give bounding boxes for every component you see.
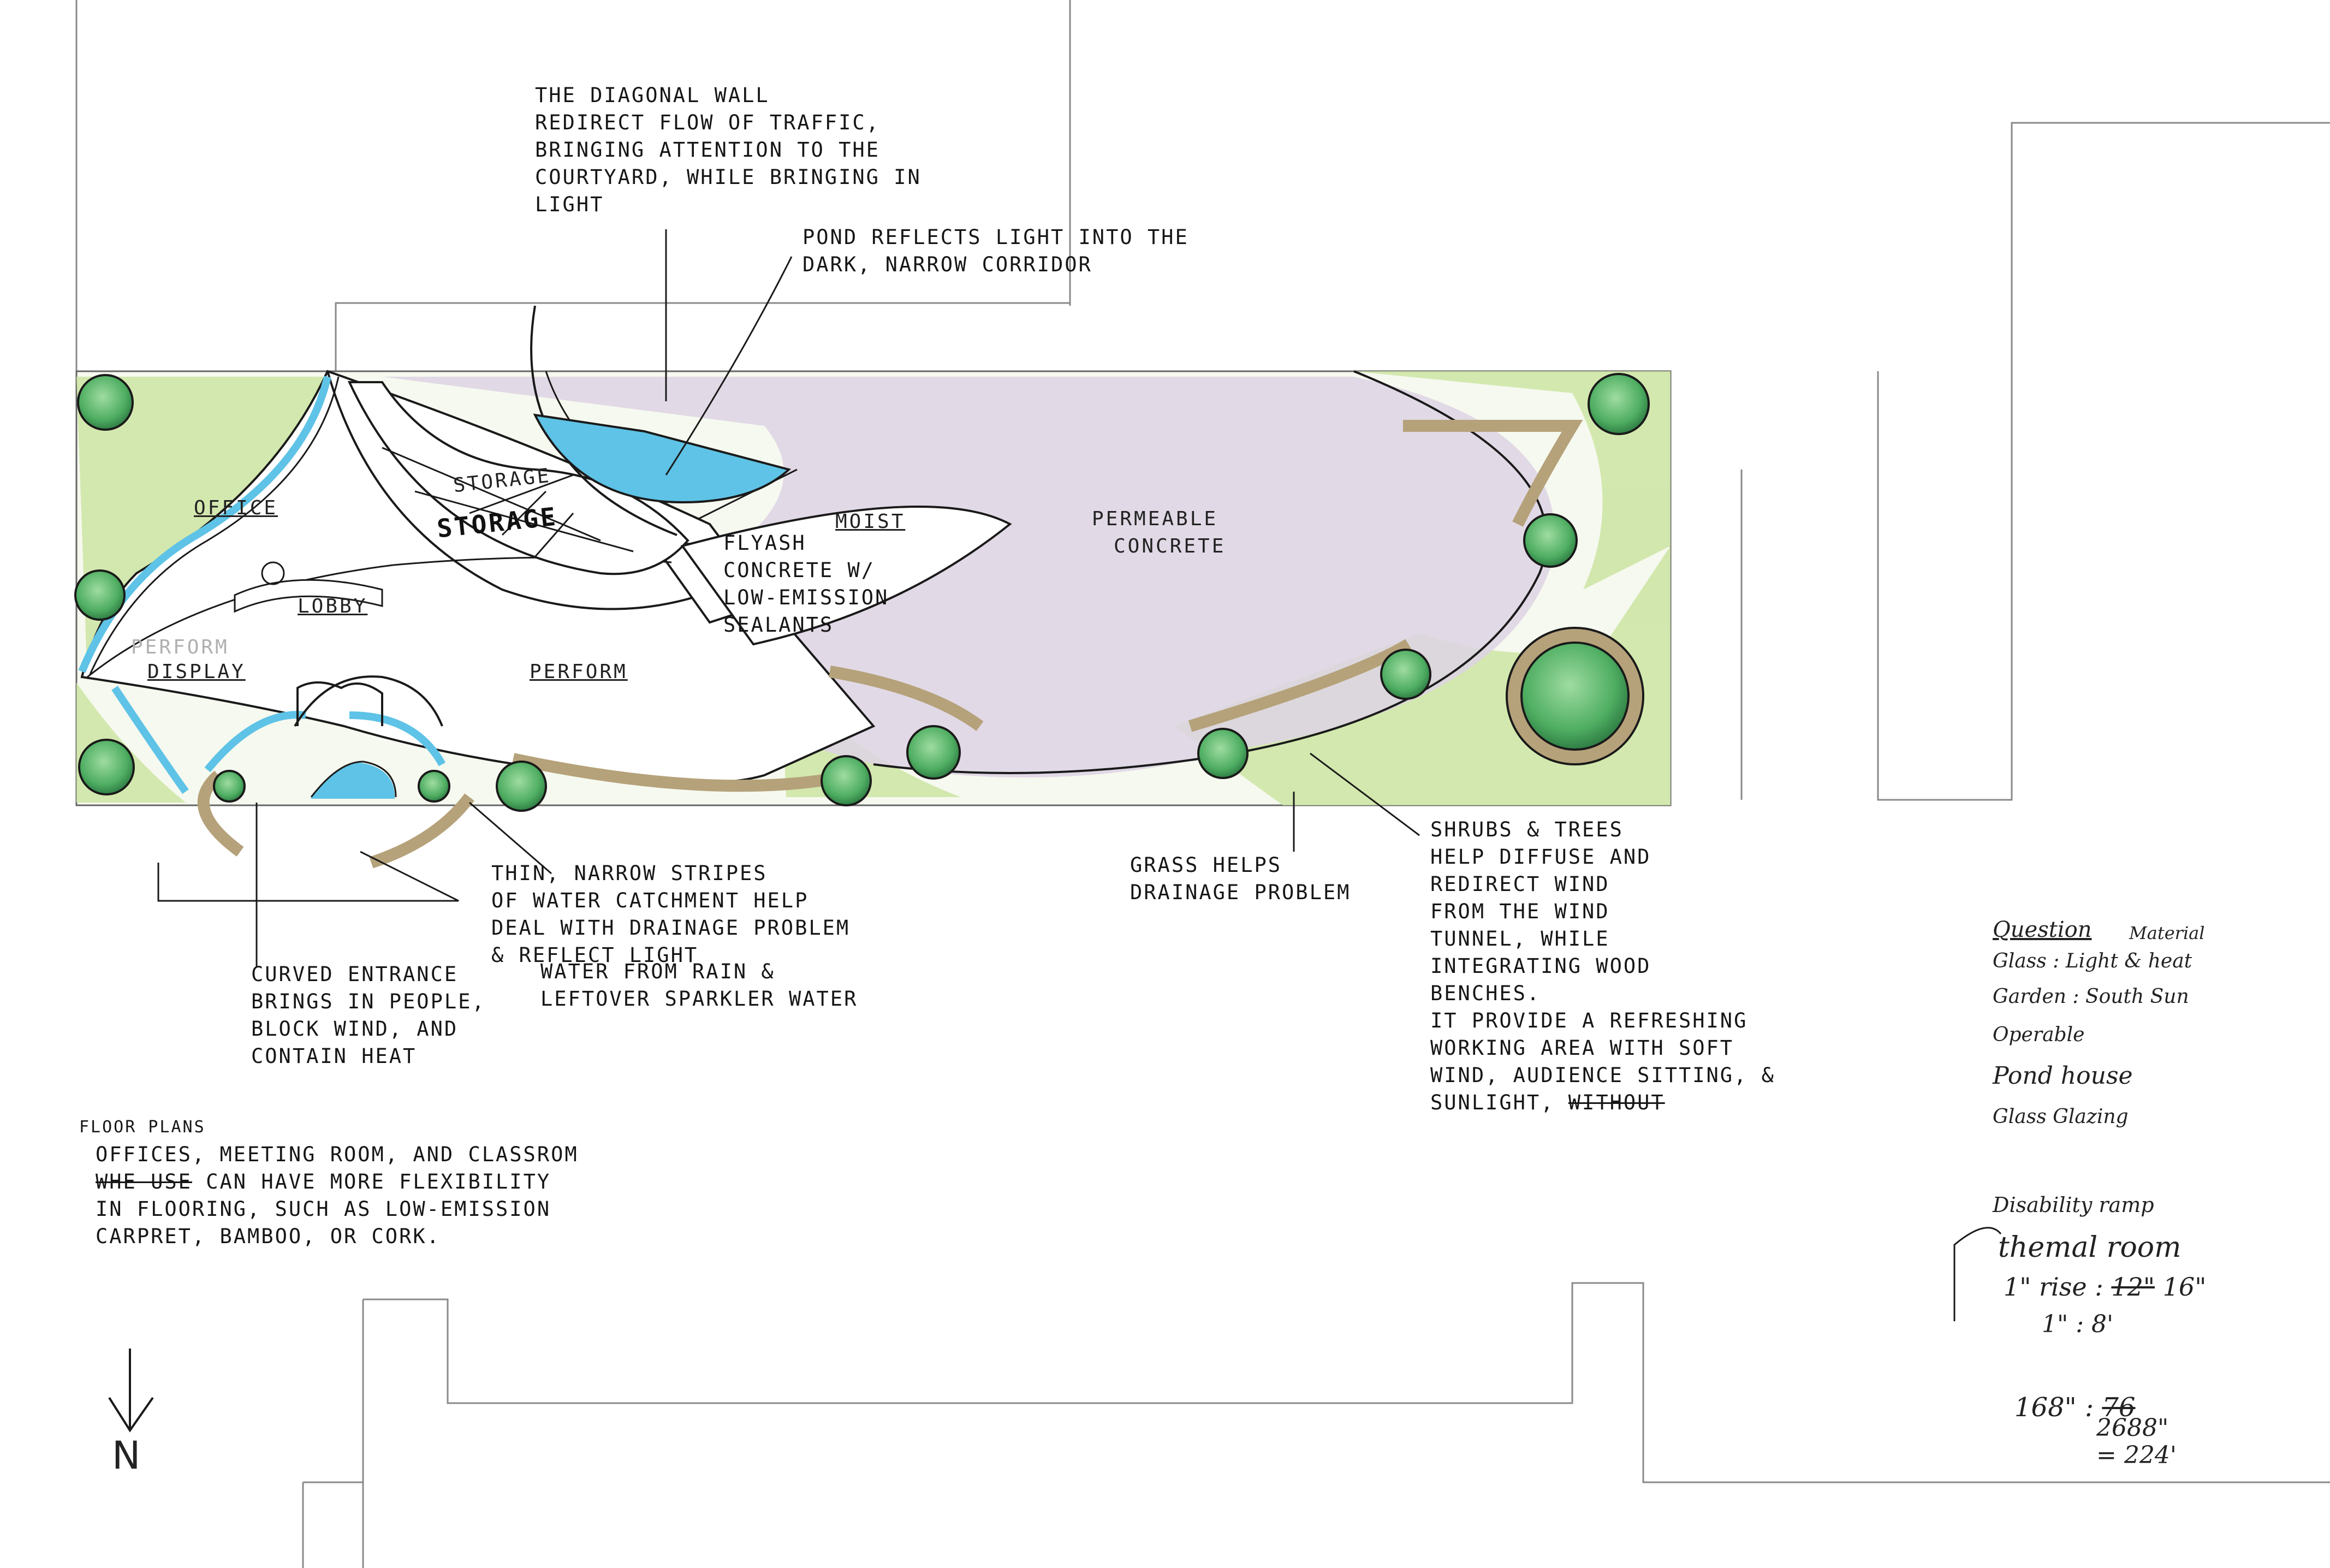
- flyash-wedge: [680, 506, 1012, 646]
- side-glass: Glass : Light & heat: [1993, 950, 2192, 972]
- side-thermal: themal room: [1998, 1231, 2182, 1264]
- side-rise-b: 1" : 8': [2042, 1310, 2114, 1338]
- entrance-arch: [294, 675, 443, 727]
- side-pond-house: Pond house: [1993, 1062, 2133, 1090]
- label-display: DISPLAY: [147, 661, 246, 683]
- tree: [78, 739, 135, 795]
- tree: [418, 770, 450, 803]
- side-question: Question: [1993, 917, 2092, 942]
- water-catchment-outlines: [89, 376, 397, 798]
- tree: [1523, 513, 1578, 568]
- note-curved-entrance: CURVED ENTRANCE BRINGS IN PEOPLE, BLOCK …: [251, 963, 486, 1068]
- label-perform-faint: PERFORM: [131, 636, 229, 658]
- note-stripes: THIN, NARROW STRIPES OF WATER CATCHMENT …: [491, 862, 851, 967]
- tree: [906, 725, 961, 780]
- courtyard-pond: [533, 413, 792, 504]
- north-arrow: [108, 1349, 154, 1433]
- north-letter: N: [112, 1433, 141, 1478]
- note-grass: GRASS HELPS DRAINAGE PROBLEM: [1130, 853, 1351, 904]
- label-permeable-1: PERMEABLE: [1092, 508, 1219, 530]
- label-office: OFFICE: [194, 497, 278, 519]
- tree: [1197, 728, 1249, 779]
- storage-core: [347, 381, 690, 575]
- label-moist: MOIST: [835, 510, 906, 533]
- label-lobby: LOBBY: [298, 595, 368, 617]
- side-calc-c: = 224': [2096, 1441, 2177, 1469]
- label-permeable-2: CONCRETE: [1114, 535, 1226, 557]
- feature-tree: [1520, 642, 1630, 751]
- trees: [74, 373, 1650, 812]
- note-floor-plans-title: FLOOR PLANS: [79, 1118, 206, 1137]
- side-glass-glazing: Glass Glazing: [1993, 1106, 2129, 1128]
- side-rise-a: 1" rise : 12" 16": [2004, 1272, 2207, 1302]
- pavement-areas: [382, 377, 1555, 777]
- tree: [1588, 373, 1650, 435]
- side-calc-a: 168" : 76: [2014, 1392, 2136, 1423]
- context-outlines: [75, 0, 2330, 1568]
- side-material: Material: [2129, 923, 2205, 943]
- note-diagonal-wall: THE DIAGONAL WALL REDIRECT FLOW OF TRAFF…: [535, 84, 922, 216]
- tree: [1380, 649, 1431, 700]
- tree: [213, 770, 246, 803]
- note-flyash: FLYASH CONCRETE W/ LOW-EMISSION SEALANTS: [723, 531, 889, 637]
- tree: [496, 761, 547, 812]
- label-perform: PERFORM: [530, 661, 628, 683]
- tree: [74, 569, 126, 621]
- leader-lines: [157, 229, 2002, 1321]
- side-operable: Operable: [1993, 1024, 2085, 1046]
- tree: [77, 374, 134, 431]
- tree: [821, 755, 872, 806]
- side-garden: Garden : South Sun: [1993, 985, 2189, 1008]
- note-shrubs: SHRUBS & TREES HELP DIFFUSE AND REDIRECT…: [1430, 818, 1775, 1114]
- note-pond: POND REFLECTS LIGHT INTO THE DARK, NARRO…: [803, 225, 1189, 276]
- side-calc-b: 2688": [2096, 1414, 2169, 1442]
- note-water-from: WATER FROM RAIN & LEFTOVER SPARKLER WATE…: [540, 960, 858, 1011]
- side-disability: Disability ramp: [1993, 1193, 2154, 1217]
- note-floor-plans: OFFICES, MEETING ROOM, AND CLASSROM WHE …: [96, 1143, 579, 1248]
